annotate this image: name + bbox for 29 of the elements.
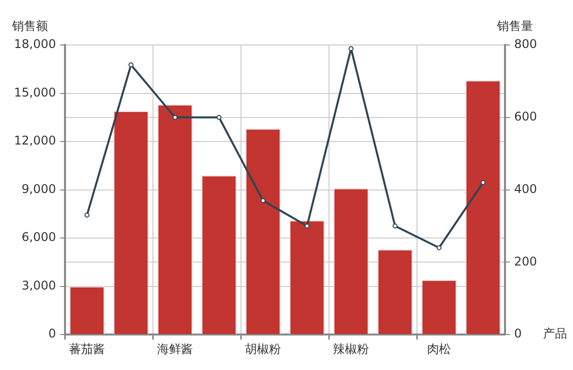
point <box>260 198 266 204</box>
point <box>392 224 398 228</box>
y-tick-label: 18,000 <box>14 37 56 52</box>
y-tick-label: 0 <box>48 326 56 341</box>
point <box>172 114 178 120</box>
y2-tick-label: 800 <box>514 37 537 52</box>
y2-tick-label: 200 <box>514 254 537 268</box>
y-tick-label: 12,000 <box>14 134 56 148</box>
y-tick-label: 3,000 <box>22 278 56 292</box>
y-tick-label: 15,000 <box>14 85 56 100</box>
point <box>216 114 222 120</box>
x-tick-label: 肉松 <box>427 342 452 356</box>
y2-tick-label: 0 <box>514 326 522 341</box>
x-axis-title: 产品 <box>543 326 567 341</box>
y-tick-label: 9,000 <box>22 182 56 196</box>
y-tick-label: 6,000 <box>22 230 56 244</box>
point <box>480 180 486 186</box>
point <box>84 212 90 218</box>
x-tick-label: 辣椒粉 <box>333 342 370 356</box>
y2-tick-label: 400 <box>514 182 537 196</box>
y-axis-title: 销售额 <box>11 19 48 34</box>
x-tick-label: 海鲜酱 <box>157 342 194 356</box>
point <box>436 245 442 250</box>
x-tick-label: 胡椒粉 <box>245 342 282 356</box>
y2-tick-label: 600 <box>514 110 537 124</box>
x-tick-label: 蕃茄酱 <box>68 342 105 356</box>
y2-axis-title: 销售量 <box>496 19 534 34</box>
point <box>128 62 134 68</box>
point <box>304 224 310 228</box>
